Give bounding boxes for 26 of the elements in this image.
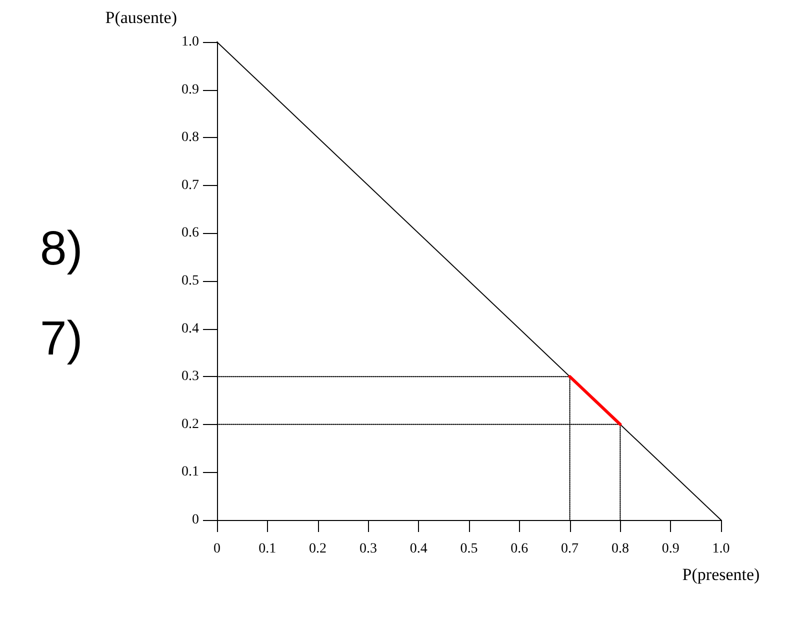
- y-tick-label: 0.6: [182, 226, 199, 241]
- x-tick-label: 0: [214, 542, 220, 556]
- y-axis-title: P(ausente): [105, 8, 177, 27]
- y-tick-label: 0.2: [182, 416, 199, 432]
- y-tick-label: 0.5: [182, 274, 199, 288]
- y-tick-label: 1.0: [182, 34, 199, 50]
- y-tick-label: 0: [192, 512, 199, 528]
- x-axis-title: P(presente): [682, 565, 760, 584]
- x-tick-label: 0.3: [359, 542, 377, 556]
- y-tick-label: 0.9: [182, 82, 199, 98]
- text: 7): [40, 312, 83, 366]
- x-tick-label: 0.4: [410, 542, 428, 556]
- y-tick-label: 0.3: [182, 369, 199, 384]
- text: 8): [40, 222, 83, 276]
- x-tick-label: 0.1: [258, 542, 276, 556]
- y-tick-label: 0.7: [182, 178, 199, 193]
- x-tick-label: 0.8: [611, 542, 629, 556]
- x-tick-label: 0.5: [460, 542, 478, 556]
- y-tick-label: 0.1: [182, 464, 199, 480]
- x-tick-label: 1.0: [712, 542, 730, 556]
- x-tick-label: 0.7: [561, 542, 579, 556]
- y-tick-label: 0.8: [182, 130, 199, 146]
- x-tick-label: 0.6: [510, 542, 528, 556]
- x-tick-label: 0.9: [662, 542, 680, 556]
- y-tick-label: 0.4: [182, 321, 199, 336]
- x-tick-label: 0.2: [309, 542, 327, 556]
